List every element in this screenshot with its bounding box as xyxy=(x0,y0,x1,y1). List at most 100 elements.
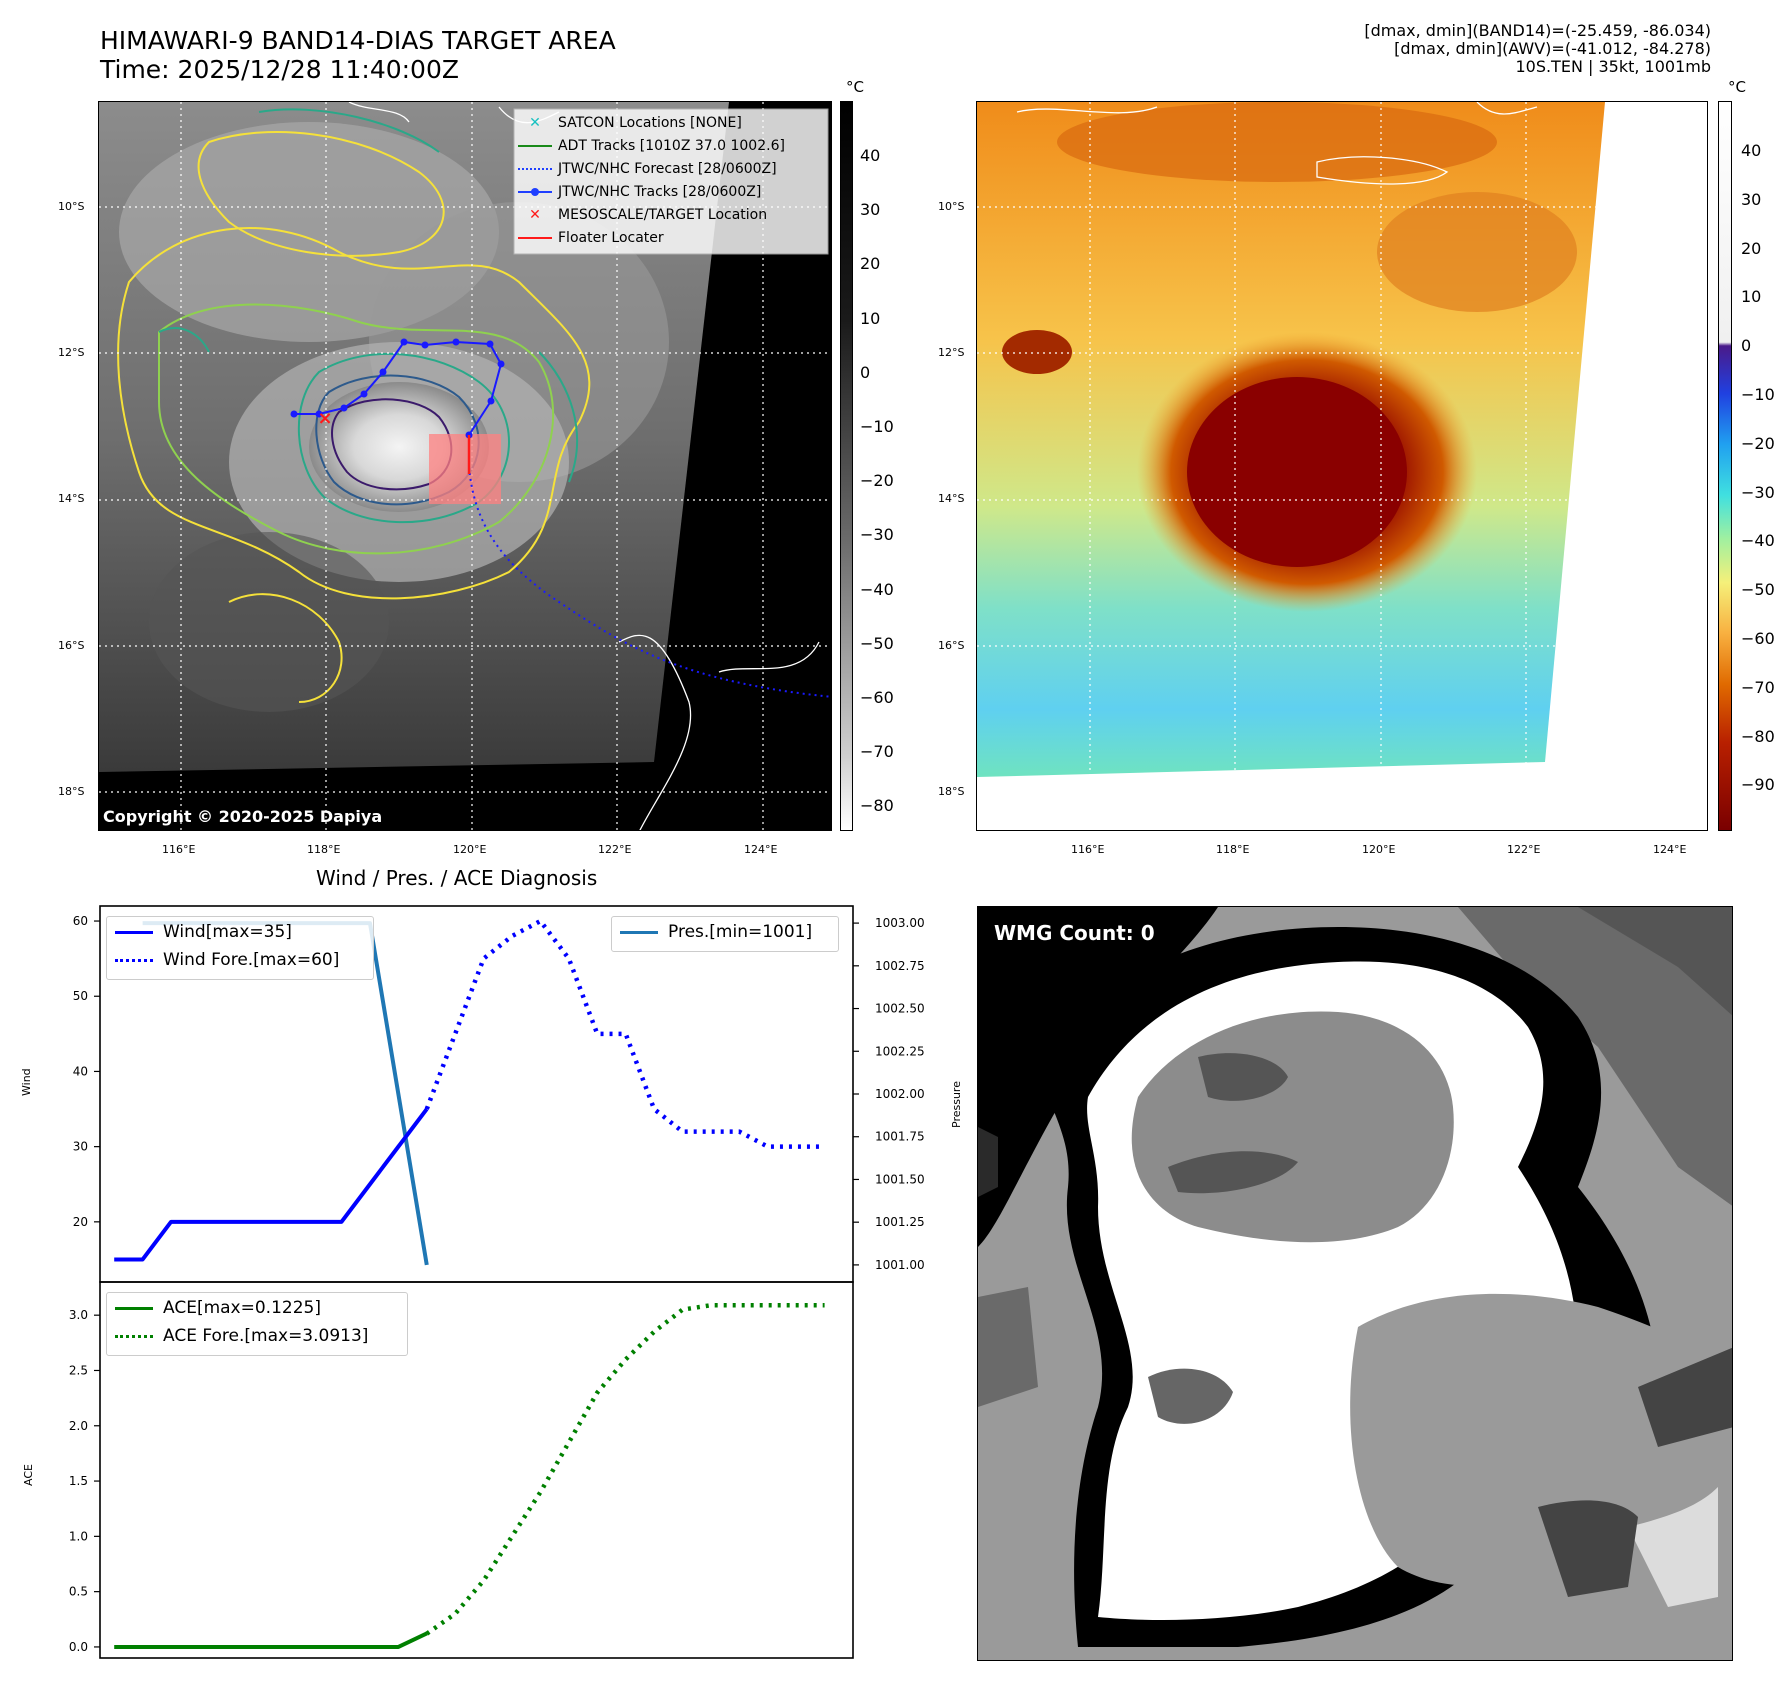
lon-label-116e-right: 116°E xyxy=(1071,843,1105,856)
color-colorbar-tick-label: 10 xyxy=(1741,287,1762,307)
lon-label-120e: 120°E xyxy=(453,843,487,856)
gray-colorbar-unit: °C xyxy=(846,78,864,96)
legend-label: MESOSCALE/TARGET Location xyxy=(558,207,768,223)
lat-label-18s-right: 18°S xyxy=(938,785,965,798)
lon-label-118e: 118°E xyxy=(307,843,341,856)
wind-ytick-label: 20 xyxy=(73,1215,88,1229)
wmg-panel: WMG Count: 0 xyxy=(977,906,1733,1661)
wind-line xyxy=(114,1107,429,1262)
color-colorbar-tick-label: −50 xyxy=(1741,580,1775,600)
lat-label-10s-right: 10°S xyxy=(938,200,965,213)
solid-line-icon xyxy=(115,930,153,934)
gray-colorbar-tick-label: −60 xyxy=(860,688,894,707)
gray-colorbar-tick-label: −40 xyxy=(860,579,894,599)
pressure-ytick-label: 1001.25 xyxy=(875,1215,925,1229)
solid-line-icon xyxy=(518,145,552,147)
legend-entry-ace-fore: ACE Fore.[max=3.0913] xyxy=(115,1326,368,1346)
legend-label: JTWC/NHC Forecast [28/0600Z] xyxy=(558,161,777,177)
wmg-count-label: WMG Count: 0 xyxy=(988,919,1161,947)
ace-ytick-label: 3.0 xyxy=(69,1308,88,1322)
lon-label-122e-right: 122°E xyxy=(1507,843,1541,856)
ace-ytick-label: 2.0 xyxy=(69,1419,88,1433)
legend-entry-jtwc-tracks: JTWC/NHC Tracks [28/0600Z] xyxy=(518,182,761,202)
gray-colorbar-tick-label: −20 xyxy=(860,471,894,491)
wind-ytick-label: 30 xyxy=(73,1140,88,1154)
legend-entry-ace: ACE[max=0.1225] xyxy=(115,1298,321,1318)
solid-line-icon xyxy=(620,930,658,934)
legend-entry-pressure: Pres.[min=1001] xyxy=(620,922,812,942)
legend-label: ADT Tracks [1010Z 37.0 1002.6] xyxy=(558,138,785,154)
copyright-text: Copyright © 2020-2025 Dapiya xyxy=(103,807,383,826)
color-colorbar-tick-label: 20 xyxy=(1741,238,1762,258)
cross-marker-icon: ✕ xyxy=(529,115,541,131)
color-colorbar-tick-label: −10 xyxy=(1741,385,1775,404)
legend-label: ACE[max=0.1225] xyxy=(163,1298,321,1318)
legend-entry-adt: ADT Tracks [1010Z 37.0 1002.6] xyxy=(518,136,785,156)
wind-legend: Wind[max=35] Wind Fore.[max=60] xyxy=(106,916,374,980)
ace-line xyxy=(114,1631,428,1649)
color-colorbar-tick-label: −90 xyxy=(1741,775,1775,795)
diagnosis-title: Wind / Pres. / ACE Diagnosis xyxy=(316,866,598,890)
lat-label-12s-right: 12°S xyxy=(938,346,965,359)
awv-map-panel xyxy=(976,101,1708,831)
legend-label: SATCON Locations [NONE] xyxy=(558,115,742,131)
pressure-legend: Pres.[min=1001] xyxy=(611,916,839,952)
color-colorbar-tick-label: −80 xyxy=(1741,726,1775,746)
pressure-ytick-label: 1003.00 xyxy=(875,916,925,930)
lon-label-120e-right: 120°E xyxy=(1362,843,1396,856)
gray-colorbar-tick-label: 40 xyxy=(860,146,881,165)
lat-label-14s: 14°S xyxy=(58,492,85,505)
pressure-ytick-label: 1001.00 xyxy=(875,1258,925,1272)
wind-forecast-line xyxy=(424,918,825,1149)
solid-line-icon xyxy=(518,237,552,239)
lat-label-14s-right: 14°S xyxy=(938,492,965,505)
ir-map-image: × xyxy=(99,102,831,830)
legend-label: Wind Fore.[max=60] xyxy=(163,950,340,970)
gray-colorbar-tick-label: −30 xyxy=(860,525,894,545)
pressure-ytick-label: 1001.75 xyxy=(875,1130,925,1144)
ir-map-panel: × ✕ SATCON Locations [NONE] ADT Tracks [… xyxy=(98,101,832,831)
legend-entry-satcon: ✕ SATCON Locations [NONE] xyxy=(518,113,742,133)
map-legend: ✕ SATCON Locations [NONE] ADT Tracks [10… xyxy=(514,109,828,254)
wmg-image xyxy=(978,907,1732,1660)
line-dot-icon xyxy=(518,188,552,196)
stats-line-1: [dmax, dmin](BAND14)=(-25.459, -86.034) xyxy=(1364,21,1711,40)
ace-ytick-label: 2.5 xyxy=(69,1363,88,1377)
ace-legend: ACE[max=0.1225] ACE Fore.[max=3.0913] xyxy=(106,1292,408,1356)
gray-colorbar-tick-label: −10 xyxy=(860,417,894,436)
gray-colorbar-tick-label: 0 xyxy=(860,362,871,382)
solid-line-icon xyxy=(115,1306,153,1310)
cross-marker-icon: ✕ xyxy=(529,207,541,223)
legend-label: ACE Fore.[max=3.0913] xyxy=(163,1326,369,1346)
ace-ytick-label: 1.5 xyxy=(69,1474,88,1488)
svg-text:×: × xyxy=(317,408,332,429)
diagnosis-chart: 20 30 40 50 60 1001.00 1001.25 1001.50 1001.75 10… xyxy=(69,905,925,1659)
color-colorbar-tick-label: 40 xyxy=(1741,141,1762,160)
wind-ytick-label: 60 xyxy=(73,914,88,928)
color-colorbar-tick-label: 0 xyxy=(1741,336,1752,356)
dotted-line-icon xyxy=(115,1334,153,1338)
stats-line-3: 10S.TEN | 35kt, 1001mb xyxy=(1515,57,1711,76)
lat-label-16s-right: 16°S xyxy=(938,639,965,652)
color-colorbar-tick-label: −20 xyxy=(1741,433,1775,453)
color-colorbar-tick-label: −40 xyxy=(1741,531,1775,551)
color-colorbar-unit: °C xyxy=(1728,78,1746,96)
legend-entry-floater: Floater Locater xyxy=(518,228,664,248)
gray-colorbar-tick-label: −70 xyxy=(860,742,894,762)
gray-colorbar-tick-label: 10 xyxy=(860,308,881,328)
dotted-line-icon xyxy=(115,958,153,962)
color-colorbar xyxy=(1718,101,1732,831)
pressure-ytick-label: 1002.00 xyxy=(875,1087,925,1101)
color-colorbar-tick-label: −30 xyxy=(1741,482,1775,502)
lon-label-116e: 116°E xyxy=(162,843,196,856)
color-colorbar-tick-label: −70 xyxy=(1741,677,1775,697)
lon-label-122e: 122°E xyxy=(598,843,632,856)
wind-ytick-label: 40 xyxy=(73,1064,88,1078)
legend-entry-wind-fore: Wind Fore.[max=60] xyxy=(115,950,339,970)
legend-entry-wind: Wind[max=35] xyxy=(115,922,292,942)
ace-axes-frame xyxy=(99,1281,854,1659)
ace-ytick-label: 1.0 xyxy=(69,1529,88,1543)
dotted-line-icon xyxy=(518,168,552,170)
legend-label: Wind[max=35] xyxy=(163,922,292,942)
ace-forecast-line xyxy=(425,1302,825,1636)
